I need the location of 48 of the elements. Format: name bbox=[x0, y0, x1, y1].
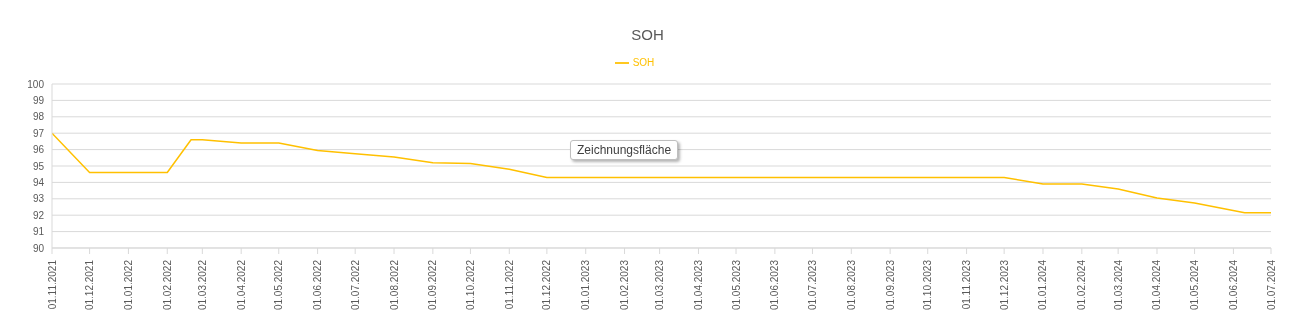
x-tick-label: 01.06.2023 bbox=[769, 259, 781, 311]
y-tick-label: 97 bbox=[32, 127, 45, 139]
x-tick-label: 01.03.2024 bbox=[1112, 259, 1124, 311]
chart-title: SOH bbox=[630, 26, 665, 43]
y-tick-label: 100 bbox=[27, 78, 45, 90]
x-tick-label: 01.02.2022 bbox=[161, 259, 173, 311]
x-tick-label: 01.02.2024 bbox=[1076, 259, 1088, 311]
x-tick-label: 01.12.2021 bbox=[84, 259, 96, 311]
x-tick-label: 01.07.2022 bbox=[349, 259, 361, 311]
x-tick-label: 01.03.2023 bbox=[654, 259, 666, 311]
x-tick-label: 01.12.2023 bbox=[998, 259, 1010, 311]
x-tick-label: 01.08.2022 bbox=[388, 259, 400, 311]
x-tick-label: 01.01.2022 bbox=[122, 259, 134, 311]
x-tick-label: 01.05.2022 bbox=[273, 259, 285, 311]
y-tick-label: 90 bbox=[32, 242, 45, 254]
x-tick-label: 01.05.2024 bbox=[1189, 259, 1201, 311]
legend-label: SOH bbox=[632, 56, 655, 68]
x-tick-label: 01.07.2024 bbox=[1265, 259, 1277, 311]
x-tick-label: 01.11.2023 bbox=[961, 259, 973, 310]
annotation: Zeichnungsfläche bbox=[570, 140, 679, 160]
y-tick-label: 96 bbox=[32, 144, 45, 156]
y-tick-label: 95 bbox=[32, 160, 45, 172]
line-series bbox=[52, 132, 1271, 214]
y-tick-label: 94 bbox=[32, 176, 45, 188]
x-tick-label: 01.10.2022 bbox=[464, 259, 476, 311]
x-tick-label: 01.04.2024 bbox=[1151, 259, 1163, 311]
x-tick-label: 01.12.2022 bbox=[541, 259, 553, 311]
y-tick-label: 91 bbox=[32, 226, 45, 238]
x-tick-label: 01.11.2022 bbox=[503, 259, 515, 310]
x-tick-label: 01.09.2023 bbox=[884, 259, 896, 311]
x-tick-label: 01.09.2022 bbox=[427, 259, 439, 311]
x-tick-label: 01.05.2023 bbox=[730, 259, 742, 311]
x-tick-label: 01.01.2023 bbox=[580, 259, 592, 311]
x-tick-label: 01.11.2021 bbox=[46, 259, 58, 310]
x-tick-label: 01.04.2022 bbox=[235, 259, 247, 311]
x-tick-label: 01.06.2024 bbox=[1227, 259, 1239, 311]
x-tick-label: 01.08.2023 bbox=[845, 259, 857, 311]
x-tick-label: 01.03.2022 bbox=[196, 259, 208, 311]
x-tick-label: 01.10.2023 bbox=[922, 259, 934, 311]
x-tick-label: 01.02.2023 bbox=[619, 259, 631, 311]
y-tick-label: 93 bbox=[32, 193, 45, 205]
y-tick-label: 92 bbox=[32, 209, 45, 221]
x-tick-label: 01.06.2022 bbox=[312, 259, 324, 311]
x-tick-label: 01.07.2023 bbox=[806, 259, 818, 311]
y-tick-label: 99 bbox=[32, 94, 45, 106]
x-tick-label: 01.01.2024 bbox=[1037, 259, 1049, 311]
x-tick-label: 01.04.2023 bbox=[692, 259, 704, 311]
y-tick-label: 98 bbox=[32, 111, 45, 123]
